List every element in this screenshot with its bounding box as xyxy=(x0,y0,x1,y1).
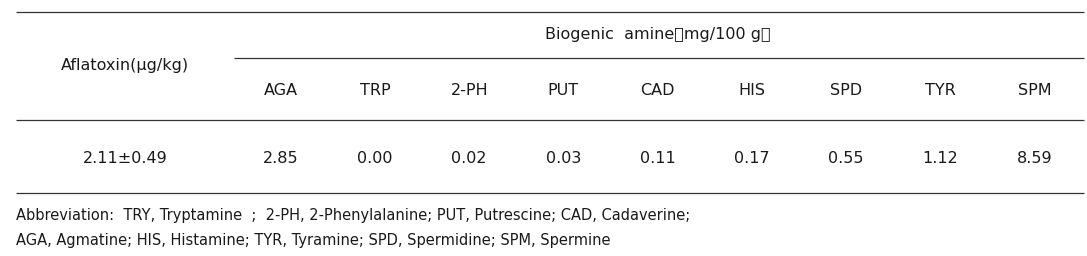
Text: 2-PH: 2-PH xyxy=(450,83,488,98)
Text: 8.59: 8.59 xyxy=(1016,151,1052,166)
Text: 0.11: 0.11 xyxy=(640,151,675,166)
Text: 0.03: 0.03 xyxy=(546,151,582,166)
Text: CAD: CAD xyxy=(640,83,675,98)
Text: AGA: AGA xyxy=(264,83,298,98)
Text: 0.02: 0.02 xyxy=(451,151,487,166)
Text: 0.55: 0.55 xyxy=(828,151,864,166)
Text: 1.12: 1.12 xyxy=(923,151,958,166)
Text: 2.85: 2.85 xyxy=(263,151,299,166)
Text: PUT: PUT xyxy=(548,83,579,98)
Text: Abbreviation:  TRY, Tryptamine  ;  2-PH, 2-Phenylalanine; PUT, Putrescine; CAD, : Abbreviation: TRY, Tryptamine ; 2-PH, 2-… xyxy=(16,208,690,223)
Text: HIS: HIS xyxy=(738,83,765,98)
Text: 2.11±0.49: 2.11±0.49 xyxy=(83,151,167,166)
Text: SPD: SPD xyxy=(830,83,862,98)
Text: 0.17: 0.17 xyxy=(734,151,770,166)
Text: SPM: SPM xyxy=(1017,83,1051,98)
Text: TYR: TYR xyxy=(925,83,955,98)
Text: AGA, Agmatine; HIS, Histamine; TYR, Tyramine; SPD, Spermidine; SPM, Spermine: AGA, Agmatine; HIS, Histamine; TYR, Tyra… xyxy=(16,233,611,248)
Text: Biogenic  amine（mg/100 g）: Biogenic amine（mg/100 g） xyxy=(545,27,771,42)
Text: 0.00: 0.00 xyxy=(358,151,392,166)
Text: Aflatoxin(μg/kg): Aflatoxin(μg/kg) xyxy=(61,58,189,73)
Text: TRP: TRP xyxy=(360,83,390,98)
